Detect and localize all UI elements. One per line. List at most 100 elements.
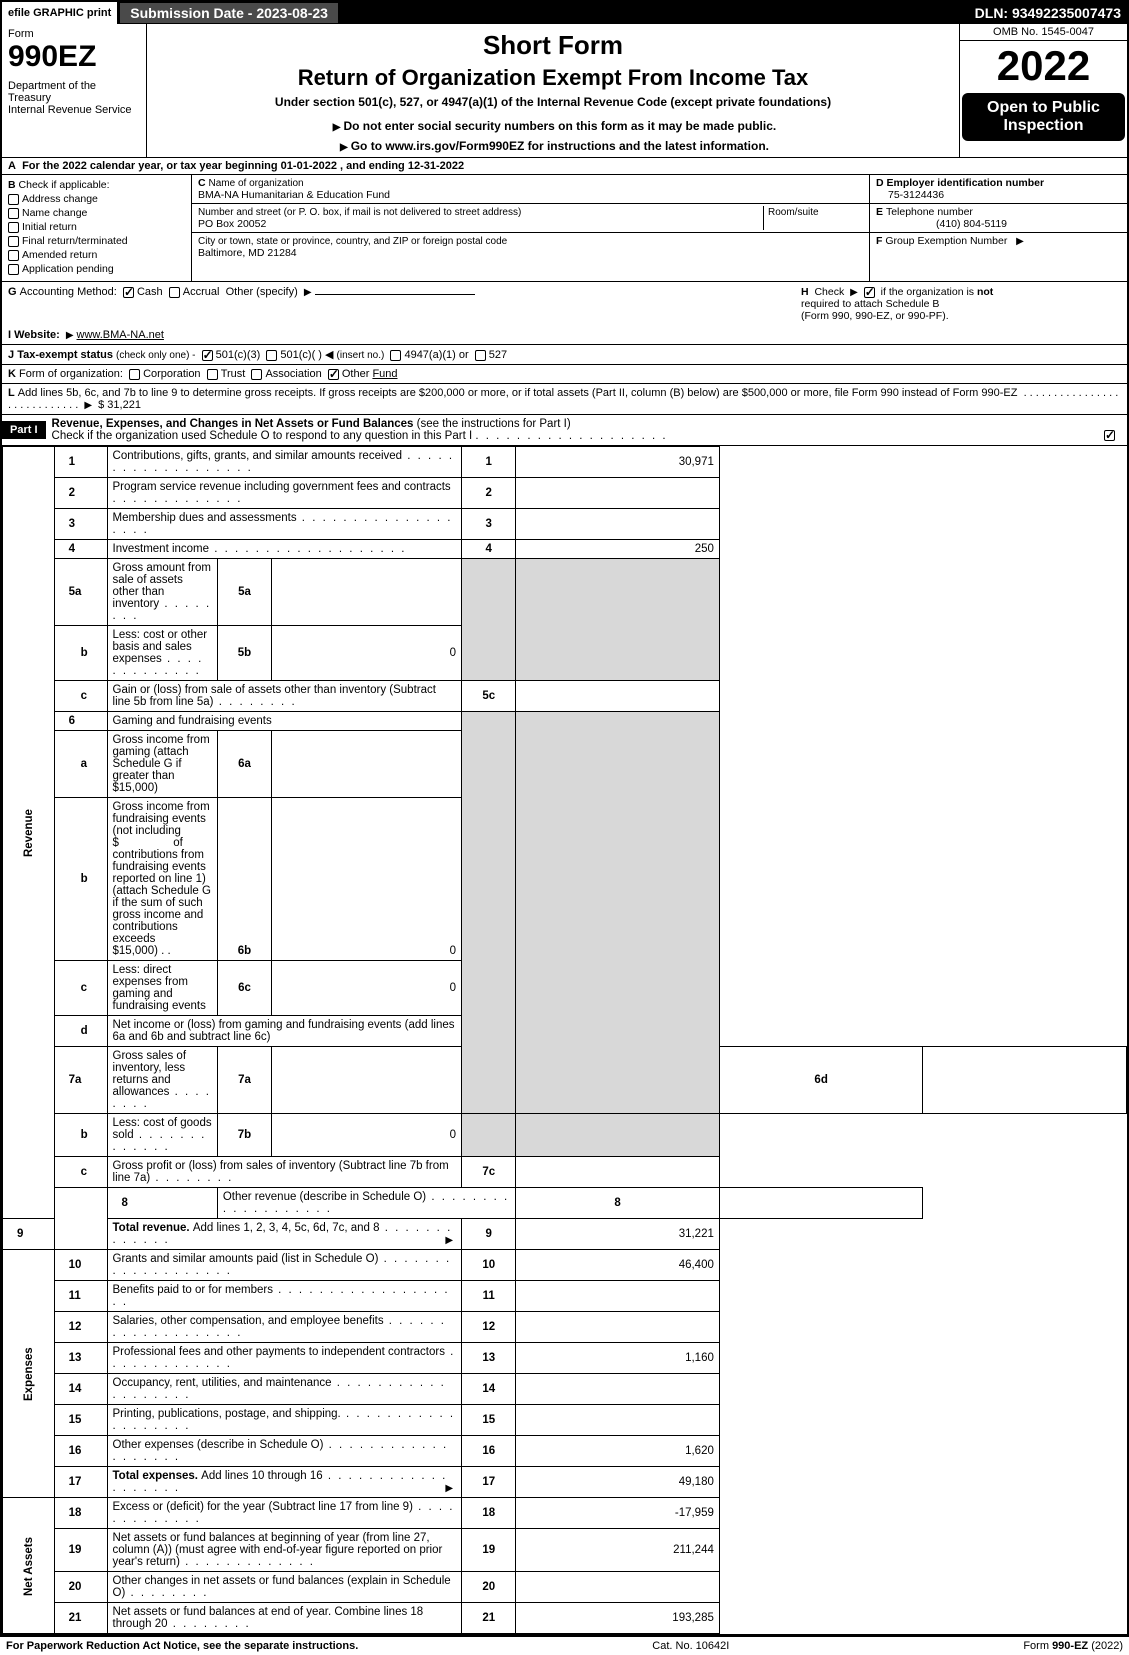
line-16: 16 Other expenses (describe in Schedule …: [3, 1436, 1127, 1467]
footer-mid: Cat. No. 10642I: [652, 1640, 729, 1652]
line-21-val: 193,285: [516, 1603, 720, 1634]
dept-label: Department of the Treasury: [8, 80, 140, 104]
row-j: J Tax-exempt status (check only one) - 5…: [2, 345, 1127, 365]
j-o3: 4947(a)(1) or: [404, 349, 468, 361]
opt-name-change: Name change: [22, 207, 87, 219]
chk-application-pending[interactable]: [8, 264, 19, 275]
line-10-desc: Grants and similar amounts paid (list in…: [113, 1253, 379, 1265]
form-container: efile GRAPHIC print Submission Date - 20…: [0, 0, 1129, 1636]
col-def: D Employer identification number 75-3124…: [869, 175, 1127, 281]
line-6c-desc: Less: direct expenses from gaming and fu…: [113, 964, 206, 1012]
line-7b: b Less: cost of goods sold 7b0: [3, 1114, 1127, 1157]
j-note: (check only one) -: [116, 350, 195, 361]
line-15: 15 Printing, publications, postage, and …: [3, 1405, 1127, 1436]
chk-h[interactable]: [864, 287, 875, 298]
opt-address-change: Address change: [22, 193, 98, 205]
line-12-desc: Salaries, other compensation, and employ…: [113, 1315, 384, 1327]
line-17-val: 49,180: [516, 1467, 720, 1498]
website-link[interactable]: www.BMA-NA.net: [77, 329, 164, 341]
j-label: Tax-exempt status: [17, 349, 113, 361]
h-text3: required to attach Schedule B: [801, 298, 939, 310]
chk-accrual[interactable]: [169, 287, 180, 298]
line-3: 3 Membership dues and assessments 3: [3, 509, 1127, 540]
footer-right: Form 990-EZ (2022): [1023, 1640, 1123, 1652]
line-6: 6 Gaming and fundraising events: [3, 712, 1127, 731]
line-1-desc: Contributions, gifts, grants, and simila…: [113, 450, 403, 462]
line-5b-val: 0: [272, 626, 462, 681]
form-number: 990EZ: [8, 40, 140, 74]
line-1: Revenue 1 Contributions, gifts, grants, …: [3, 447, 1127, 478]
footer-left: For Paperwork Reduction Act Notice, see …: [6, 1640, 358, 1652]
line-17: 17 Total expenses. Add lines 10 through …: [3, 1467, 1127, 1498]
header-right: OMB No. 1545-0047 2022 Open to Public In…: [959, 24, 1127, 157]
e-label: Telephone number: [886, 206, 973, 218]
dln: DLN: 93492235007473: [969, 2, 1127, 24]
line-4-desc: Investment income: [113, 543, 210, 555]
opt-application-pending: Application pending: [22, 263, 114, 275]
chk-corp[interactable]: [129, 369, 140, 380]
chk-trust[interactable]: [207, 369, 218, 380]
line-18-desc: Excess or (deficit) for the year (Subtra…: [113, 1501, 413, 1513]
chk-amended-return[interactable]: [8, 250, 19, 261]
header-left: Form 990EZ Department of the Treasury In…: [2, 24, 147, 157]
part1-check-note: Check if the organization used Schedule …: [52, 430, 473, 442]
section-a-text: For the 2022 calendar year, or tax year …: [22, 160, 464, 172]
line-4-val: 250: [516, 540, 720, 559]
line-6a-desc: Gross income from gaming (attach Schedul…: [113, 734, 210, 794]
row-g-h: G Accounting Method: Cash Accrual Other …: [2, 282, 1127, 326]
chk-501c3[interactable]: [202, 350, 213, 361]
line-16-desc: Other expenses (describe in Schedule O): [113, 1439, 324, 1451]
k-other-val: Fund: [372, 368, 397, 380]
line-17-desc: Add lines 10 through 16: [201, 1470, 322, 1482]
chk-assoc[interactable]: [251, 369, 262, 380]
chk-name-change[interactable]: [8, 208, 19, 219]
k-label: Form of organization:: [19, 368, 123, 380]
chk-cash[interactable]: [123, 287, 134, 298]
chk-initial-return[interactable]: [8, 222, 19, 233]
letter-a: A: [8, 160, 16, 172]
letter-g: G: [8, 286, 17, 298]
line-11-desc: Benefits paid to or for members: [113, 1284, 273, 1296]
goto-link[interactable]: Go to www.irs.gov/Form990EZ for instruct…: [153, 139, 953, 153]
letter-f: F: [876, 235, 882, 247]
line-8: 8 Other revenue (describe in Schedule O)…: [3, 1188, 1127, 1219]
line-15-desc: Printing, publications, postage, and shi…: [113, 1408, 341, 1420]
line-10: Expenses 10 Grants and similar amounts p…: [3, 1250, 1127, 1281]
form-word: Form: [8, 28, 140, 40]
phone-value: (410) 804-5119: [876, 218, 1007, 230]
tax-year: 2022: [960, 41, 1127, 91]
efile-print-label[interactable]: efile GRAPHIC print: [2, 2, 119, 24]
row-l: L Add lines 5b, 6c, and 7b to line 9 to …: [2, 384, 1127, 415]
chk-schedule-o[interactable]: [1104, 430, 1115, 441]
chk-527[interactable]: [475, 350, 486, 361]
letter-c: C: [198, 177, 206, 189]
line-14-desc: Occupancy, rent, utilities, and maintena…: [113, 1377, 332, 1389]
chk-final-return[interactable]: [8, 236, 19, 247]
submission-date: Submission Date - 2023-08-23: [119, 2, 339, 24]
part1-label: Part I: [2, 421, 46, 439]
letter-l: L: [8, 387, 15, 399]
k-o4: Other: [342, 368, 370, 380]
letter-j: J: [8, 349, 14, 361]
line-6b-desc2: of contributions from fundraising events…: [113, 837, 211, 957]
line-17-desc-bold: Total expenses.: [113, 1470, 198, 1482]
k-o3: Association: [265, 368, 321, 380]
chk-other-org[interactable]: [328, 369, 339, 380]
line-19: 19 Net assets or fund balances at beginn…: [3, 1529, 1127, 1572]
j-ins: (insert no.): [337, 350, 385, 361]
line-10-val: 46,400: [516, 1250, 720, 1281]
chk-4947[interactable]: [390, 350, 401, 361]
letter-e: E: [876, 206, 883, 218]
line-9: 9 Total revenue. Add lines 1, 2, 3, 4, 5…: [3, 1219, 1127, 1250]
c-room-label: Room/suite: [768, 207, 819, 218]
chk-501c[interactable]: [266, 350, 277, 361]
line-7b-val: 0: [272, 1114, 462, 1157]
short-form-title: Short Form: [153, 30, 953, 61]
h-text2: if the organization is: [881, 286, 974, 298]
part1-title: Revenue, Expenses, and Changes in Net As…: [52, 418, 414, 430]
subtitle: Under section 501(c), 527, or 4947(a)(1)…: [153, 95, 953, 109]
chk-address-change[interactable]: [8, 194, 19, 205]
line-6d-desc: Net income or (loss) from gaming and fun…: [113, 1019, 455, 1043]
line-9-desc-bold: Total revenue.: [113, 1222, 190, 1234]
line-5a: 5a Gross amount from sale of assets othe…: [3, 559, 1127, 626]
